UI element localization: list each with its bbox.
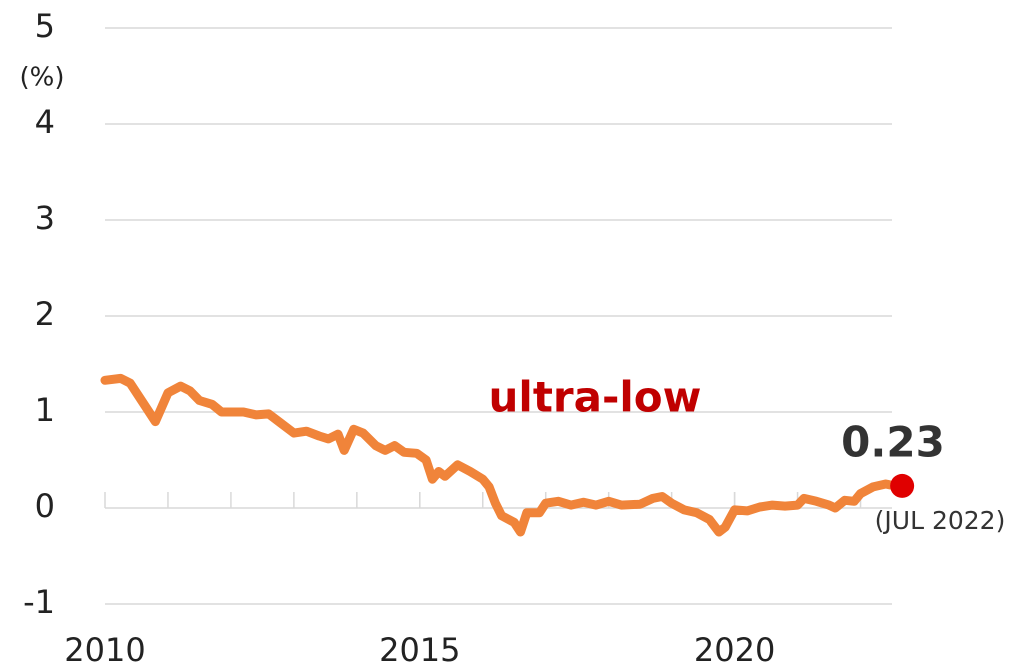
y-tick-label: 5 <box>35 7 55 45</box>
y-tick-label: -1 <box>23 583 55 621</box>
y-tick-label: 2 <box>35 295 55 333</box>
x-tick-label: 2020 <box>694 631 775 669</box>
y-tick-label: 3 <box>35 199 55 237</box>
y-axis-label: (%) <box>20 63 65 93</box>
y-tick-label: 4 <box>35 103 55 141</box>
line <box>100 373 900 537</box>
x-tick-label: 2010 <box>64 631 145 669</box>
annotation: ultra-low <box>489 373 702 422</box>
annotation: 0.23 <box>841 418 945 467</box>
end-point <box>890 473 915 498</box>
y-tick-label: 1 <box>35 391 55 429</box>
annotation: (JUL 2022) <box>875 506 1006 535</box>
x-tick-label: 2015 <box>379 631 460 669</box>
y-tick-label: 0 <box>35 487 55 525</box>
